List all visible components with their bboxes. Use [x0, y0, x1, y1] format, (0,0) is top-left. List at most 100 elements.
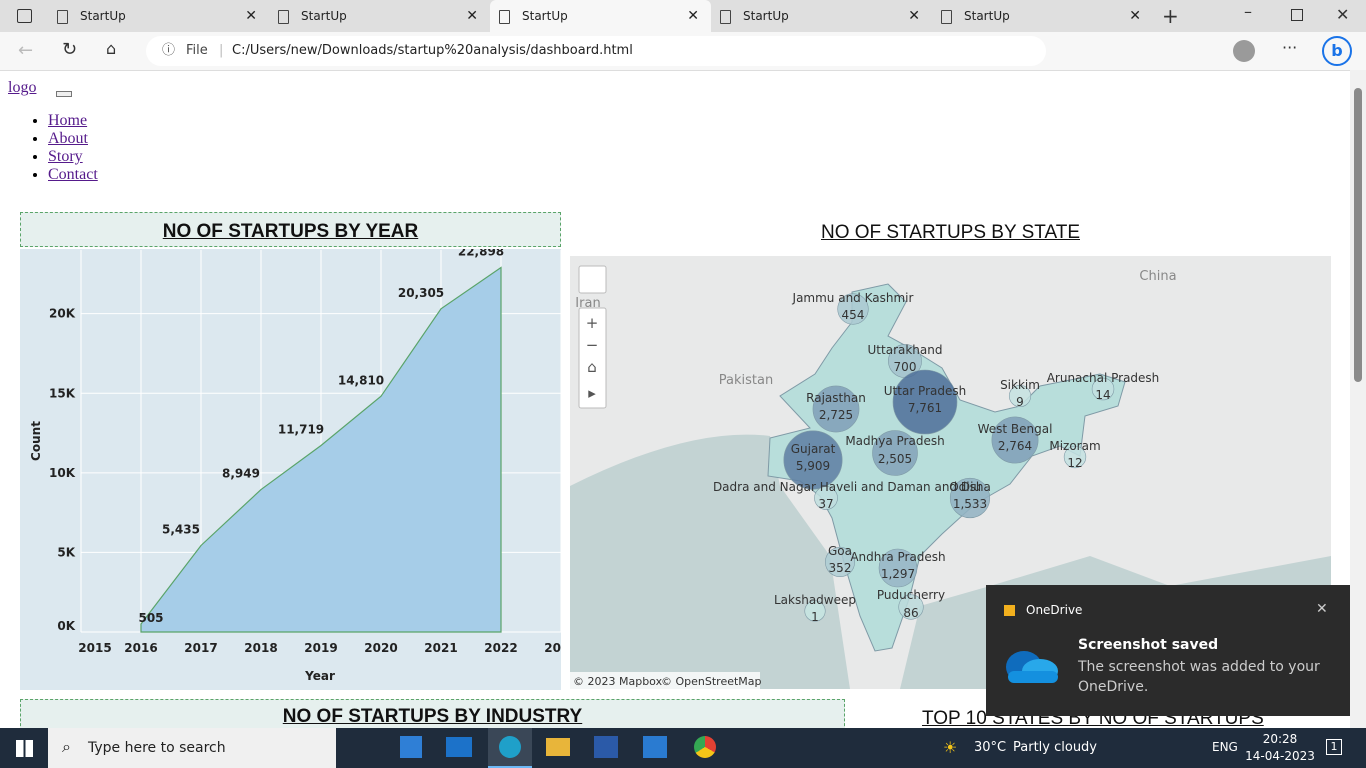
state-region [1091, 377, 1115, 401]
tab[interactable]: StartUp ✕ [48, 0, 269, 32]
state-region [949, 477, 991, 519]
state-region [1063, 445, 1087, 469]
weather: Partly cloudy [1013, 740, 1097, 755]
state-name: Goa [828, 544, 852, 558]
address-bar: ← ↻ ⌂ ⓘ File | C:/Users/new/Downloads/st… [0, 32, 1366, 71]
tab[interactable]: StartUp ✕ [269, 0, 490, 32]
back[interactable]: ← [18, 40, 34, 61]
tab[interactable]: StartUp ✕ [711, 0, 932, 32]
attribution-bg [570, 672, 760, 689]
state-region [783, 430, 843, 490]
year-chart: 2015 2016 2017 2018 2019 2020 2021 2022 2023 0K 5K… [20, 249, 561, 690]
data-label: 5,435 [162, 522, 200, 536]
state-region [898, 594, 924, 620]
data-label: 8,949 [222, 467, 260, 481]
logo[interactable]: logo [8, 79, 37, 96]
store[interactable] [400, 736, 422, 758]
toast-close[interactable]: ✕ [1316, 601, 1328, 617]
minimize[interactable]: – [1244, 2, 1252, 21]
edge[interactable] [488, 728, 532, 768]
close-window[interactable]: ✕ [1336, 5, 1350, 24]
nav: Home About Story Contact [48, 112, 98, 184]
map-control: − [586, 336, 599, 354]
url-scheme: File [186, 43, 208, 58]
chart-title: NO OF STARTUPS BY YEAR [20, 212, 561, 247]
data-label: 22,898 [458, 249, 504, 259]
tab[interactable]: StartUp ✕ [932, 0, 1153, 32]
x-tick-label: 2021 [424, 641, 457, 655]
new-tab[interactable]: + [1162, 4, 1179, 28]
map-control: ⌂ [587, 358, 597, 376]
x-axis-title: Year [304, 669, 335, 683]
tab-title: StartUp [964, 9, 1010, 23]
time: 20:28 [1262, 732, 1298, 746]
state-value: 5,909 [796, 459, 830, 473]
bing[interactable]: b [1322, 36, 1352, 66]
state-value: 1 [811, 610, 819, 624]
state-value: 7,761 [908, 401, 942, 415]
place-label: China [1139, 269, 1176, 284]
url: C:/Users/new/Downloads/startup%20analysi… [232, 43, 633, 58]
y-tick-label: 20K [49, 307, 76, 321]
data-label: 14,810 [338, 373, 384, 387]
x-tick-label: 2016 [124, 641, 157, 655]
scrollbar[interactable] [1350, 70, 1366, 728]
state-region [892, 369, 958, 435]
state-name: Rajasthan [806, 391, 866, 405]
tab-title: StartUp [80, 9, 126, 23]
x-tick-label: 2020 [364, 641, 397, 655]
y-tick-label: 15K [49, 386, 76, 400]
state-name: Gujarat [791, 442, 836, 456]
state-region [825, 547, 855, 577]
state-name: Uttar Pradesh [884, 384, 966, 398]
onedrive-icon [1006, 651, 1058, 683]
state-name: Arunachal Pradesh [1047, 371, 1160, 385]
nav-link[interactable]: About [48, 130, 88, 147]
menu[interactable]: ··· [1282, 38, 1298, 57]
state-region [991, 416, 1039, 464]
state-value: 9 [1016, 395, 1024, 409]
refresh[interactable]: ↻ [62, 39, 78, 60]
toggle-button[interactable] [56, 91, 72, 97]
state-name: Madhya Pradesh [845, 434, 944, 448]
tab-title: StartUp [301, 9, 347, 23]
search-box[interactable]: ⌕ Type here to search [48, 728, 336, 768]
state-value: 1,297 [881, 567, 915, 581]
chrome[interactable] [694, 736, 716, 758]
nav-link[interactable]: Story [48, 148, 83, 165]
explorer[interactable] [546, 738, 570, 756]
state-value: 86 [903, 606, 918, 620]
state-value: 37 [818, 497, 833, 511]
notification-count[interactable]: 1 [1326, 739, 1342, 755]
word[interactable] [594, 736, 618, 758]
place-label: Pakistan [719, 373, 773, 388]
toast-app: OneDrive [1026, 603, 1083, 617]
tab-actions[interactable] [17, 9, 32, 23]
photos[interactable] [643, 736, 667, 758]
state-value: 700 [894, 360, 917, 374]
home[interactable]: ⌂ [106, 39, 117, 58]
nav-link[interactable]: Home [48, 112, 88, 129]
start[interactable] [16, 740, 33, 757]
x-tick-label: 2019 [304, 641, 337, 655]
x-tick-label: 2022 [484, 641, 517, 655]
restore[interactable] [1291, 9, 1303, 21]
date: 14-04-2023 [1245, 749, 1315, 763]
map-control: + [586, 314, 599, 332]
y-tick-label: 5K [57, 545, 75, 559]
state-value: 2,725 [819, 408, 853, 422]
profile[interactable] [1233, 40, 1255, 62]
data-label: 505 [138, 611, 163, 625]
state-name: Mizoram [1049, 439, 1100, 453]
state-value: 14 [1095, 388, 1110, 402]
tab[interactable]: StartUp ✕ [490, 0, 711, 32]
tab-title: StartUp [522, 9, 568, 23]
nav-link[interactable]: Contact [48, 166, 98, 183]
mail[interactable] [446, 737, 472, 757]
state-value: 2,505 [878, 452, 912, 466]
search-control [578, 265, 607, 294]
toast-title: Screenshot saved [1078, 637, 1219, 653]
x-tick-label: 2018 [244, 641, 277, 655]
url-box[interactable]: ⓘ File | C:/Users/new/Downloads/startup%… [146, 36, 1046, 66]
